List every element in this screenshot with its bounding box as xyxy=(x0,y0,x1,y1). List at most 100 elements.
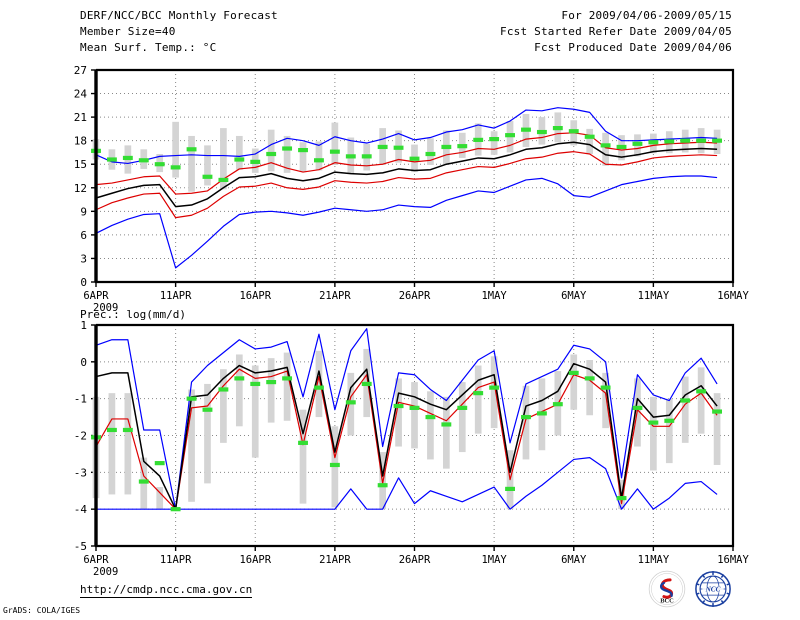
y-axis-tick-label: -1 xyxy=(74,393,87,406)
forecast-start-date-label: Fcst Started Refer Date 2009/04/05 xyxy=(500,25,732,38)
ensemble-spread-bar xyxy=(220,128,227,190)
series-line-ensemble-mean xyxy=(95,141,718,208)
y-axis-tick-label: -3 xyxy=(74,466,87,479)
series-line-ensemble-mean xyxy=(95,362,718,510)
ensemble-spread-bar xyxy=(490,356,498,429)
x-axis-tick-label: 16APR xyxy=(239,290,271,302)
series-line-ensemble-max xyxy=(95,107,718,165)
x-axis-tick-label: 21APR xyxy=(319,554,351,566)
ensemble-spread-bar xyxy=(570,354,578,410)
ensemble-spread-bar xyxy=(443,396,450,469)
grads-credit: GrADS: COLA/IGES xyxy=(3,606,81,615)
y-axis-tick-label: 9 xyxy=(80,205,87,218)
ensemble-spread-bar xyxy=(220,369,227,443)
x-axis-tick-label: 11MAY xyxy=(638,554,670,566)
x-axis-tick-label: 11MAY xyxy=(638,290,670,302)
x-axis-tick-label: 16APR xyxy=(239,554,271,566)
ensemble-spread-bar xyxy=(188,135,195,192)
x-axis-year-label: 2009 xyxy=(93,302,118,314)
ensemble-spread-bar xyxy=(713,393,721,465)
ensemble-spread-bar xyxy=(267,358,275,423)
y-axis-tick-label: -2 xyxy=(74,430,87,443)
bcc-logo-icon: BCC xyxy=(648,570,686,608)
ensemble-spread-bar xyxy=(395,378,402,447)
forecast-produced-date-label: Fcst Produced Date 2009/04/06 xyxy=(534,41,732,54)
ensemble-spread-bar xyxy=(331,122,339,166)
ensemble-spread-bar xyxy=(522,385,530,460)
ensemble-spread-bar xyxy=(315,350,323,418)
ensemble-spread-bar xyxy=(283,135,291,173)
ensemble-spread-bar xyxy=(474,365,482,434)
y-axis-tick-label: 18 xyxy=(74,135,87,148)
chart-title: DERF/NCC/BCC Monthly Forecast xyxy=(80,9,278,22)
x-axis-tick-label: 26APR xyxy=(399,554,431,566)
y-axis-tick-label: -5 xyxy=(74,540,87,553)
x-axis-tick-label: 26APR xyxy=(399,290,431,302)
ncc-logo-icon: NCC xyxy=(695,571,731,607)
ensemble-spread-bar xyxy=(602,372,609,429)
x-axis-tick-label: 11APR xyxy=(160,554,192,566)
x-axis-tick-label: 6MAY xyxy=(561,554,587,566)
temperature-plot: 0 3 6 9 12 15 18 21 24 27 6APR 11APR 16APR 21APR 26APR… xyxy=(74,64,750,314)
x-axis-tick-label: 11APR xyxy=(160,290,192,302)
series-line-upper-quartile xyxy=(95,368,718,510)
ensemble-spread-bar xyxy=(235,135,243,170)
ensemble-spread-bar xyxy=(124,393,132,495)
ensemble-spread-bar xyxy=(188,389,195,502)
ensemble-spread-bar xyxy=(283,352,291,421)
ensemble-spread-bar xyxy=(235,354,243,427)
ensemble-spread-bar xyxy=(411,382,418,449)
ensemble-spread-bar xyxy=(586,359,594,416)
x-axis-year-label: 2009 xyxy=(93,566,118,578)
ensemble-spread-bar xyxy=(697,367,705,434)
ensemble-spread-bar xyxy=(602,132,609,166)
y-axis-tick-label: 12 xyxy=(74,182,87,195)
x-axis-tick-label: 16MAY xyxy=(717,554,749,566)
series-line-ensemble-min xyxy=(96,457,718,510)
precipitation-variable-label: Prec.: log(mm/d) xyxy=(80,308,186,321)
temperature-variable-label: Mean Surf. Temp.: °C xyxy=(80,41,217,54)
ensemble-spread-bar xyxy=(108,393,116,495)
ensemble-spread-bar xyxy=(299,409,307,504)
x-axis-tick-label: 6MAY xyxy=(561,290,587,302)
x-axis-tick-label: 6APR xyxy=(83,554,109,566)
y-axis-tick-label: 0 xyxy=(80,276,87,289)
ensemble-spread-bar xyxy=(299,142,307,173)
ensemble-spread-bar xyxy=(458,382,466,453)
ensemble-spread-bar xyxy=(427,391,434,460)
ensemble-spread-bar xyxy=(204,383,211,484)
x-axis-tick-label: 6APR xyxy=(83,290,109,302)
member-size-label: Member Size=40 xyxy=(80,25,176,38)
forecast-period-label: For 2009/04/06-2009/05/15 xyxy=(561,9,732,22)
x-axis-tick-label: 16MAY xyxy=(717,290,749,302)
ncc-logo-text: NCC xyxy=(705,586,721,594)
ensemble-spread-bar xyxy=(267,129,275,172)
ensemble-spread-bar xyxy=(650,396,657,471)
ensemble-spread-bar xyxy=(156,487,164,510)
ensemble-spread-bar xyxy=(172,121,179,178)
y-axis-tick-label: 6 xyxy=(80,229,87,242)
x-axis-tick-label: 21APR xyxy=(319,290,351,302)
series-line-lower-quartile xyxy=(95,151,718,219)
y-axis-tick-label: 15 xyxy=(74,158,87,171)
y-axis-tick-label: 21 xyxy=(74,111,87,124)
ensemble-spread-bar xyxy=(665,398,673,464)
x-axis-tick-label: 1MAY xyxy=(481,290,507,302)
series-line-upper-quartile xyxy=(95,132,718,195)
website-url[interactable]: http://cmdp.ncc.cma.gov.cn xyxy=(80,583,253,598)
y-axis-tick-label: 1 xyxy=(80,320,87,332)
series-line-ensemble-max xyxy=(95,328,718,510)
ensemble-spread-bar xyxy=(490,131,498,155)
bcc-logo-text: BCC xyxy=(660,598,674,605)
ensemble-spread-bar xyxy=(586,128,594,155)
y-axis-tick-label: -4 xyxy=(74,503,88,516)
y-axis-tick-label: 27 xyxy=(74,64,87,77)
x-axis-tick-label: 1MAY xyxy=(481,554,507,566)
ensemble-spread-bar xyxy=(251,365,259,458)
ensemble-spread-bar xyxy=(204,145,211,186)
ensemble-spread-bar xyxy=(427,138,434,166)
y-axis-tick-label: 24 xyxy=(74,88,88,101)
ensemble-spread-bar xyxy=(315,141,323,171)
